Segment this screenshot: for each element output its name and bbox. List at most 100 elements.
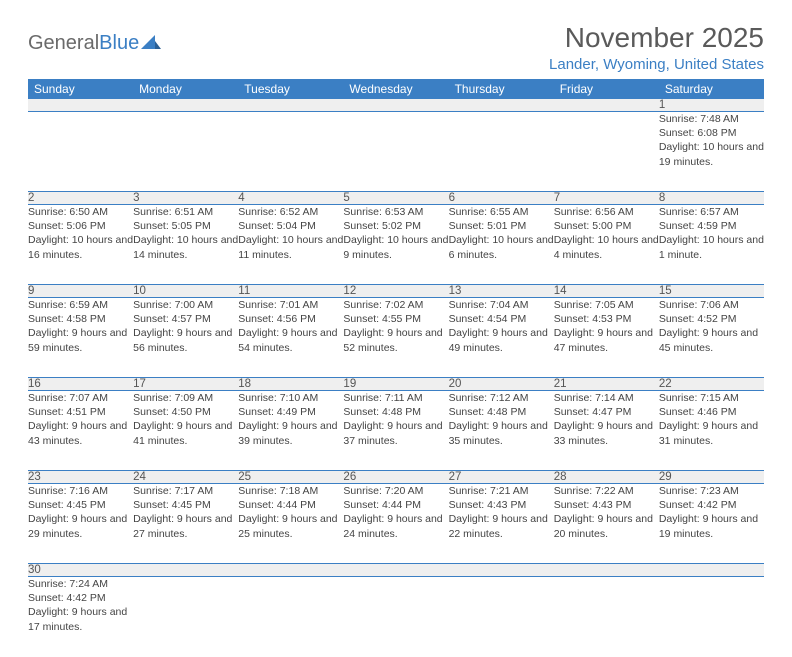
sunrise-text: Sunrise: 6:55 AM [449, 205, 554, 219]
sunset-text: Sunset: 4:45 PM [28, 498, 133, 512]
sunrise-text: Sunrise: 7:24 AM [28, 577, 133, 591]
day-cell: Sunrise: 7:16 AMSunset: 4:45 PMDaylight:… [28, 484, 133, 564]
day-header: Saturday [659, 79, 764, 99]
sunset-text: Sunset: 4:43 PM [554, 498, 659, 512]
sunrise-text: Sunrise: 7:06 AM [659, 298, 764, 312]
sunset-text: Sunset: 5:02 PM [343, 219, 448, 233]
day-number: 23 [28, 471, 133, 484]
day-cell [133, 112, 238, 192]
day-number: 18 [238, 378, 343, 391]
day-cell: Sunrise: 6:56 AMSunset: 5:00 PMDaylight:… [554, 205, 659, 285]
day-number: 10 [133, 285, 238, 298]
calendar-table: SundayMondayTuesdayWednesdayThursdayFrid… [28, 79, 764, 657]
day-data-row: Sunrise: 7:07 AMSunset: 4:51 PMDaylight:… [28, 391, 764, 471]
sunset-text: Sunset: 5:06 PM [28, 219, 133, 233]
day-number: 5 [343, 192, 448, 205]
daylight-text: Daylight: 10 hours and 9 minutes. [343, 233, 448, 261]
sunset-text: Sunset: 4:48 PM [343, 405, 448, 419]
daylight-text: Daylight: 9 hours and 29 minutes. [28, 512, 133, 540]
sunset-text: Sunset: 4:57 PM [133, 312, 238, 326]
day-cell: Sunrise: 7:04 AMSunset: 4:54 PMDaylight:… [449, 298, 554, 378]
day-cell [28, 112, 133, 192]
daylight-text: Daylight: 10 hours and 16 minutes. [28, 233, 133, 261]
logo: GeneralBlue [28, 22, 161, 55]
day-number [133, 564, 238, 577]
daylight-text: Daylight: 10 hours and 1 minute. [659, 233, 764, 261]
sunrise-text: Sunrise: 7:00 AM [133, 298, 238, 312]
sunset-text: Sunset: 4:51 PM [28, 405, 133, 419]
day-cell: Sunrise: 6:51 AMSunset: 5:05 PMDaylight:… [133, 205, 238, 285]
day-number [133, 99, 238, 112]
daylight-text: Daylight: 9 hours and 52 minutes. [343, 326, 448, 354]
day-number: 11 [238, 285, 343, 298]
sunset-text: Sunset: 4:49 PM [238, 405, 343, 419]
day-data-row: Sunrise: 6:50 AMSunset: 5:06 PMDaylight:… [28, 205, 764, 285]
sunrise-text: Sunrise: 6:59 AM [28, 298, 133, 312]
daylight-text: Daylight: 9 hours and 24 minutes. [343, 512, 448, 540]
daylight-text: Daylight: 10 hours and 14 minutes. [133, 233, 238, 261]
logo-text-2: Blue [99, 32, 139, 55]
day-cell: Sunrise: 6:52 AMSunset: 5:04 PMDaylight:… [238, 205, 343, 285]
day-cell: Sunrise: 7:20 AMSunset: 4:44 PMDaylight:… [343, 484, 448, 564]
day-cell: Sunrise: 7:48 AMSunset: 6:08 PMDaylight:… [659, 112, 764, 192]
day-number-row: 23242526272829 [28, 471, 764, 484]
day-number-row: 30 [28, 564, 764, 577]
sunrise-text: Sunrise: 6:56 AM [554, 205, 659, 219]
day-cell [449, 112, 554, 192]
day-number: 28 [554, 471, 659, 484]
logo-arrow-icon [141, 35, 161, 49]
sunrise-text: Sunrise: 7:04 AM [449, 298, 554, 312]
day-number [554, 99, 659, 112]
day-number-row: 16171819202122 [28, 378, 764, 391]
day-cell: Sunrise: 7:21 AMSunset: 4:43 PMDaylight:… [449, 484, 554, 564]
day-data-row: Sunrise: 7:16 AMSunset: 4:45 PMDaylight:… [28, 484, 764, 564]
sunset-text: Sunset: 5:04 PM [238, 219, 343, 233]
daylight-text: Daylight: 9 hours and 41 minutes. [133, 419, 238, 447]
day-number [238, 564, 343, 577]
daylight-text: Daylight: 9 hours and 54 minutes. [238, 326, 343, 354]
day-number: 24 [133, 471, 238, 484]
sunset-text: Sunset: 4:54 PM [449, 312, 554, 326]
day-number: 1 [659, 99, 764, 112]
sunrise-text: Sunrise: 7:09 AM [133, 391, 238, 405]
sunset-text: Sunset: 4:44 PM [343, 498, 448, 512]
day-number [238, 99, 343, 112]
sunset-text: Sunset: 4:48 PM [449, 405, 554, 419]
sunset-text: Sunset: 6:08 PM [659, 126, 764, 140]
sunrise-text: Sunrise: 7:21 AM [449, 484, 554, 498]
sunrise-text: Sunrise: 6:50 AM [28, 205, 133, 219]
day-number: 12 [343, 285, 448, 298]
logo-text-1: General [28, 32, 99, 55]
sunrise-text: Sunrise: 7:01 AM [238, 298, 343, 312]
sunset-text: Sunset: 4:53 PM [554, 312, 659, 326]
calendar-page: GeneralBlue November 2025 Lander, Wyomin… [0, 0, 792, 657]
day-number [343, 564, 448, 577]
day-cell: Sunrise: 7:06 AMSunset: 4:52 PMDaylight:… [659, 298, 764, 378]
day-number: 27 [449, 471, 554, 484]
daylight-text: Daylight: 9 hours and 39 minutes. [238, 419, 343, 447]
sunset-text: Sunset: 4:52 PM [659, 312, 764, 326]
daylight-text: Daylight: 9 hours and 43 minutes. [28, 419, 133, 447]
day-number: 2 [28, 192, 133, 205]
day-number: 8 [659, 192, 764, 205]
day-cell [238, 577, 343, 657]
sunrise-text: Sunrise: 6:57 AM [659, 205, 764, 219]
day-number: 29 [659, 471, 764, 484]
day-cell [449, 577, 554, 657]
day-number: 9 [28, 285, 133, 298]
day-number: 7 [554, 192, 659, 205]
day-number [659, 564, 764, 577]
day-number [554, 564, 659, 577]
sunset-text: Sunset: 4:46 PM [659, 405, 764, 419]
day-cell: Sunrise: 7:00 AMSunset: 4:57 PMDaylight:… [133, 298, 238, 378]
daylight-text: Daylight: 10 hours and 11 minutes. [238, 233, 343, 261]
daylight-text: Daylight: 9 hours and 45 minutes. [659, 326, 764, 354]
day-cell: Sunrise: 7:12 AMSunset: 4:48 PMDaylight:… [449, 391, 554, 471]
sunset-text: Sunset: 5:00 PM [554, 219, 659, 233]
daylight-text: Daylight: 9 hours and 47 minutes. [554, 326, 659, 354]
daylight-text: Daylight: 9 hours and 56 minutes. [133, 326, 238, 354]
day-header: Tuesday [238, 79, 343, 99]
sunset-text: Sunset: 5:01 PM [449, 219, 554, 233]
month-title: November 2025 [549, 22, 764, 54]
day-cell: Sunrise: 7:23 AMSunset: 4:42 PMDaylight:… [659, 484, 764, 564]
